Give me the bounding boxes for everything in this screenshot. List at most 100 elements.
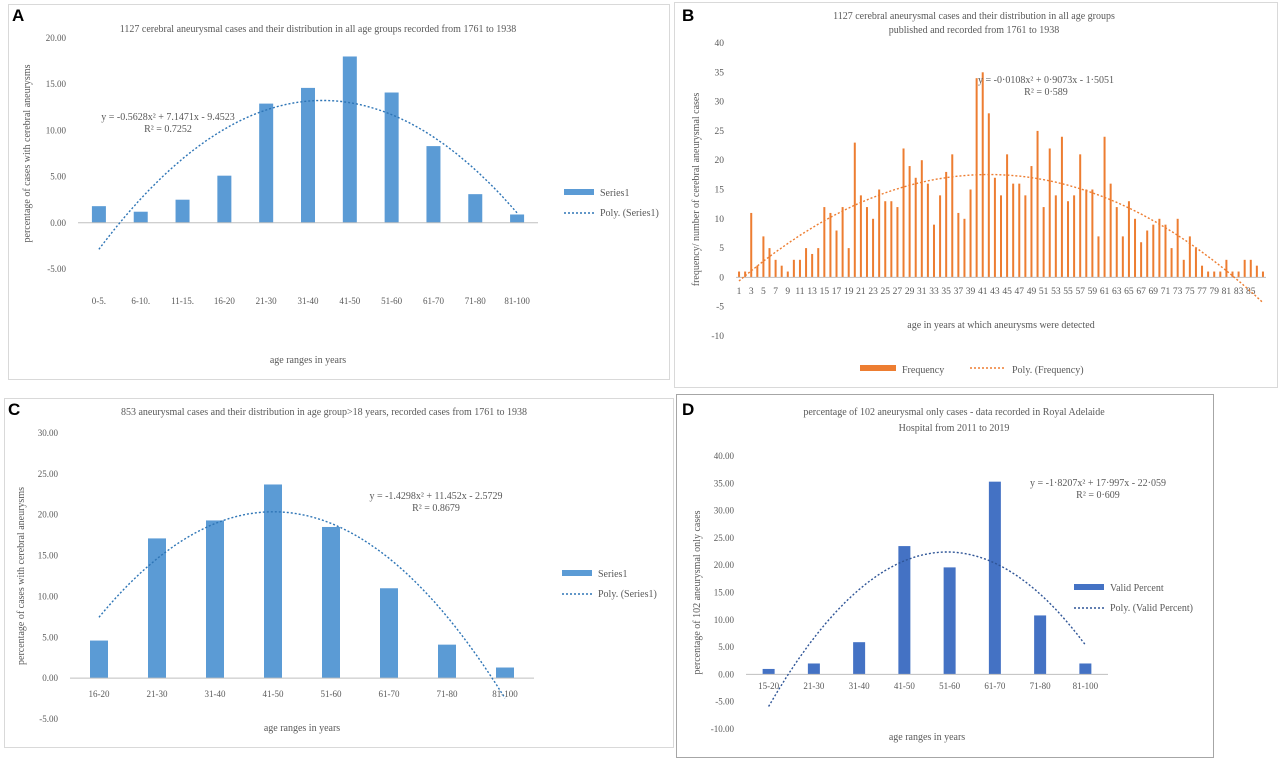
- chart-c: 853 aneurysmal cases and their distribut…: [4, 398, 674, 748]
- trend-line: [767, 551, 1086, 707]
- bar: [853, 142, 856, 278]
- bar: [1176, 218, 1179, 278]
- y-tick-label: 5: [719, 244, 724, 254]
- y-tick-label: 40: [715, 39, 725, 49]
- bar: [301, 87, 315, 223]
- y-tick-label: -10: [711, 332, 724, 342]
- bar: [1134, 218, 1137, 278]
- legend-label: Valid Percent: [1110, 583, 1164, 594]
- x-tick-label: 71-80: [1030, 681, 1051, 691]
- bar: [1054, 195, 1057, 278]
- chart-a: 1127 cerebral aneurysmal cases and their…: [8, 4, 670, 380]
- trend-equation: y = -0·0108x² + 0·9073x - 1·5051: [978, 75, 1114, 86]
- x-tick-label: 79: [1209, 287, 1219, 297]
- y-tick-label: 25: [715, 127, 725, 137]
- x-tick-label: 77: [1197, 287, 1207, 297]
- bar: [1034, 615, 1047, 675]
- x-tick-label: 15: [820, 287, 830, 297]
- bar: [1115, 207, 1118, 278]
- bar: [1079, 154, 1082, 278]
- y-tick-label: 20.00: [714, 560, 735, 570]
- trend-line: [738, 173, 1264, 304]
- x-tick-label: 35: [941, 287, 951, 297]
- trend-line: [98, 99, 518, 250]
- bar: [1152, 224, 1155, 278]
- bar: [988, 481, 1001, 675]
- y-tick-label: 35.00: [714, 478, 735, 488]
- y-tick-label: 10.00: [46, 125, 67, 135]
- y-tick-label: 30.00: [38, 428, 59, 438]
- x-tick-label: 16-20: [214, 296, 235, 306]
- y-tick-label: 15.00: [714, 588, 735, 598]
- legend-swatch-bar: [564, 189, 594, 195]
- bar: [380, 588, 398, 679]
- x-tick-label: 7: [773, 287, 778, 297]
- bar: [744, 271, 747, 278]
- chart-d: percentage of 102 aneurysmal only cases …: [676, 394, 1214, 758]
- y-tick-label: 0.00: [718, 669, 734, 679]
- y-axis-label: percentage of 102 aneurysmal only cases: [692, 510, 703, 674]
- bar: [811, 253, 814, 278]
- bar: [926, 183, 929, 278]
- x-tick-label: 11-15.: [171, 296, 194, 306]
- bar: [1000, 195, 1002, 278]
- bar: [1042, 207, 1045, 278]
- x-tick-label: 31-40: [849, 681, 870, 691]
- y-tick-label: 10.00: [38, 591, 59, 601]
- bar: [890, 201, 893, 278]
- bar: [1024, 195, 1027, 278]
- bar: [1219, 271, 1222, 278]
- bar: [975, 78, 978, 278]
- bar: [807, 663, 820, 675]
- x-tick-label: 71: [1161, 287, 1171, 297]
- x-tick-label: 51-60: [321, 689, 342, 699]
- legend-swatch-bar: [1074, 584, 1104, 590]
- bar: [468, 194, 483, 223]
- legend-label: Poly. (Frequency): [1012, 365, 1084, 376]
- bar: [1194, 248, 1197, 278]
- bar: [1158, 218, 1161, 278]
- chart-title: Hospital from 2011 to 2019: [899, 423, 1010, 434]
- bar: [957, 212, 960, 278]
- x-tick-label: 31-40: [205, 689, 226, 699]
- bar: [1073, 195, 1076, 278]
- x-tick-label: 75: [1185, 287, 1195, 297]
- bar: [841, 207, 844, 278]
- y-tick-label: 40.00: [714, 451, 735, 461]
- bar: [817, 248, 820, 278]
- bar: [1201, 265, 1204, 278]
- x-tick-label: 19: [844, 287, 854, 297]
- bar: [1030, 166, 1033, 278]
- y-tick-label: 30: [715, 98, 725, 108]
- y-tick-label: 15: [715, 186, 725, 196]
- chart-panel-a: A 1127 cerebral aneurysmal cases and the…: [8, 4, 670, 380]
- bar: [206, 520, 224, 679]
- x-tick-label: 61-70: [984, 681, 1005, 691]
- bar: [342, 56, 357, 223]
- x-tick-label: 69: [1149, 287, 1159, 297]
- bar: [872, 218, 875, 278]
- bar: [1146, 230, 1149, 278]
- chart-panel-c: C 853 aneurysmal cases and their distrib…: [4, 398, 674, 748]
- bar: [987, 113, 990, 278]
- legend-label: Poly. (Series1): [600, 208, 659, 219]
- trend-r2: R² = 0.7252: [144, 124, 192, 135]
- bar: [1249, 259, 1252, 278]
- x-tick-label: 37: [954, 287, 964, 297]
- bar: [786, 271, 789, 278]
- bar: [1231, 271, 1234, 278]
- bar: [175, 199, 190, 223]
- x-tick-label: 47: [1015, 287, 1025, 297]
- bar: [438, 644, 456, 679]
- bar: [264, 484, 282, 679]
- legend-swatch-bar: [562, 570, 592, 576]
- x-tick-label: 39: [966, 287, 976, 297]
- y-tick-label: 20.00: [38, 510, 59, 520]
- legend-label: Frequency: [902, 365, 944, 376]
- bar: [259, 103, 274, 223]
- x-axis-label: age ranges in years: [889, 732, 965, 743]
- x-tick-label: 61-70: [379, 689, 400, 699]
- x-tick-label: 53: [1051, 287, 1061, 297]
- legend-label: Poly. (Valid Percent): [1110, 603, 1193, 614]
- bar: [1060, 136, 1063, 278]
